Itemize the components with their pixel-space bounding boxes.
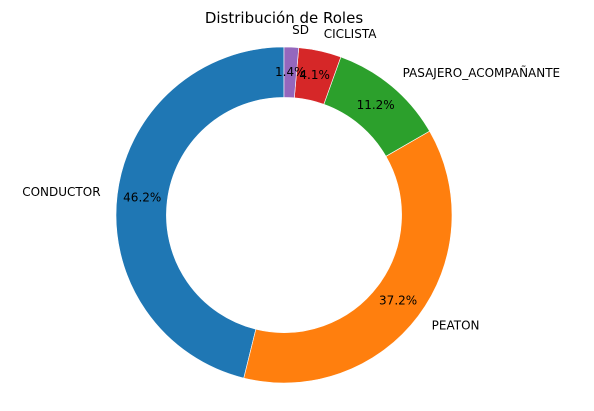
pct-label-conductor: 46.2% xyxy=(123,190,161,204)
label-peaton: PEATON xyxy=(432,319,480,333)
slice-conductor xyxy=(115,46,285,379)
label-ciclista: CICLISTA xyxy=(324,27,378,41)
label-sd: SD xyxy=(292,23,309,37)
pct-label-pasajero-acompa-ante: 11.2% xyxy=(357,98,395,112)
slice-sd xyxy=(283,46,300,99)
label-pasajero-acompa-ante: PASAJERO_ACOMPAÑANTE xyxy=(403,65,561,80)
slices-group xyxy=(115,46,453,384)
chart-title: Distribución de Roles xyxy=(205,9,363,27)
labels-group: CONDUCTOR 46.2% PEATON 37.2% PASAJERO_ACOMPA… xyxy=(22,23,560,333)
pct-label-sd: 1.4% xyxy=(275,65,306,79)
label-conductor: CONDUCTOR xyxy=(22,185,100,199)
slice-peaton xyxy=(243,130,453,384)
pct-label-peaton: 37.2% xyxy=(379,293,417,307)
pct-label-ciclista: 4.1% xyxy=(299,68,330,82)
